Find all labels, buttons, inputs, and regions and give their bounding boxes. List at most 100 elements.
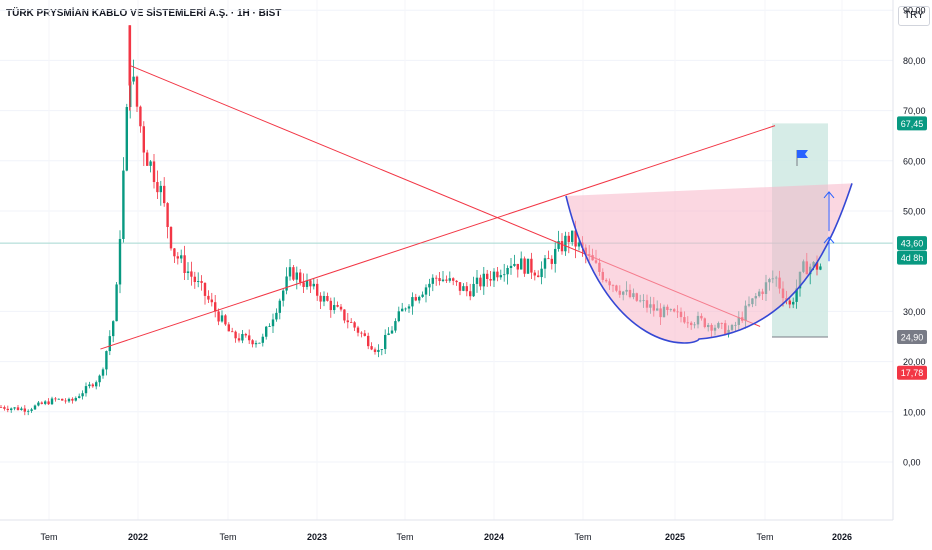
candle-body	[452, 278, 455, 281]
candle-body	[288, 267, 292, 277]
candle-body	[108, 336, 111, 352]
candle-body	[95, 382, 98, 387]
candle-body	[275, 312, 278, 320]
candle-body	[377, 349, 380, 352]
candle-body	[61, 398, 64, 401]
candle-body	[792, 301, 795, 305]
candle-body	[190, 271, 193, 277]
candle-body	[384, 334, 387, 350]
candle-body	[305, 280, 309, 287]
candle-body	[128, 25, 132, 86]
candle-body	[421, 294, 424, 297]
candle-body	[380, 349, 383, 350]
candle-body	[125, 107, 128, 171]
candle-body	[132, 76, 135, 82]
candle-body	[261, 336, 264, 343]
candle-body	[411, 297, 414, 307]
candle-body	[217, 311, 220, 322]
x-tick-label: 2025	[665, 532, 685, 542]
cup-curve[interactable]	[565, 183, 853, 344]
y-tick-label: 60,00	[903, 156, 926, 166]
candle-body	[302, 282, 305, 287]
price-tag	[897, 116, 927, 131]
candle-body	[23, 408, 26, 412]
candle-body	[200, 281, 203, 283]
candle-body	[482, 273, 485, 287]
y-tick-label: 70,00	[903, 106, 926, 116]
currency-button[interactable]: TRY	[898, 6, 930, 26]
candle-body	[543, 258, 547, 269]
candle-body	[78, 396, 81, 398]
candle-body	[3, 407, 6, 409]
candle-body	[237, 338, 241, 341]
candle-body	[203, 282, 207, 296]
candle-body	[285, 276, 288, 291]
candle-body	[404, 308, 407, 310]
x-tick-label: 2024	[484, 532, 504, 542]
candle-body	[788, 300, 791, 305]
candle-body	[479, 277, 482, 287]
candle-body	[319, 295, 322, 302]
candle-body	[101, 369, 105, 376]
candle-body	[152, 161, 156, 183]
candle-body	[27, 410, 30, 412]
candle-body	[10, 408, 13, 411]
candle-body	[210, 299, 213, 303]
candle-body	[489, 279, 492, 281]
candle-body	[322, 295, 326, 302]
price-tag	[897, 365, 927, 380]
candle-body	[370, 346, 373, 350]
candle-body	[496, 271, 499, 278]
candle-body	[475, 277, 479, 284]
candle-body	[214, 302, 217, 312]
candle-body	[81, 393, 84, 397]
y-tick-label: 90,00	[903, 6, 926, 16]
candle-body	[316, 283, 319, 296]
chart-title: TÜRK PRYSMİAN KABLO VE SİSTEMLERİ A.Ş. ·…	[6, 8, 282, 19]
candle-body	[343, 309, 346, 321]
candle-body	[465, 286, 468, 292]
candle-body	[540, 268, 543, 278]
candle-body	[356, 327, 360, 333]
ascending-trendline[interactable]	[100, 125, 776, 350]
x-tick-label: Tem	[219, 532, 236, 542]
candle-body	[795, 288, 798, 302]
candle-body	[567, 235, 570, 242]
candle-body	[530, 258, 533, 273]
candle-body	[360, 332, 363, 334]
candle-body	[40, 402, 43, 404]
candle-body	[448, 278, 451, 281]
y-tick-label: 50,00	[903, 207, 926, 217]
candle-body	[54, 398, 57, 400]
candle-body	[47, 401, 50, 405]
candle-body	[220, 315, 224, 322]
candle-body	[533, 272, 536, 276]
candle-body	[44, 401, 47, 404]
candle-body	[16, 407, 20, 411]
candle-body	[458, 282, 462, 291]
candle-body	[197, 281, 200, 282]
candle-body	[224, 315, 227, 325]
candle-body	[815, 262, 819, 270]
candle-body	[254, 343, 258, 345]
candle-body	[282, 290, 285, 301]
candle-body	[207, 295, 210, 300]
flag-icon[interactable]	[797, 150, 808, 158]
candle-body	[33, 405, 37, 410]
candle-body	[159, 185, 162, 193]
candle-body	[13, 407, 16, 409]
candle-body	[67, 398, 71, 402]
candle-body	[50, 398, 54, 405]
candle-body	[98, 375, 101, 383]
candle-body	[30, 409, 33, 411]
candle-body	[193, 276, 196, 282]
y-tick-label: 20,00	[903, 357, 926, 367]
candle-body	[6, 408, 9, 411]
candle-body	[435, 277, 438, 279]
candle-body	[472, 283, 475, 297]
candle-body	[122, 170, 125, 239]
candle-body	[486, 273, 489, 280]
candle-body	[156, 182, 159, 193]
price-tag	[897, 250, 927, 265]
